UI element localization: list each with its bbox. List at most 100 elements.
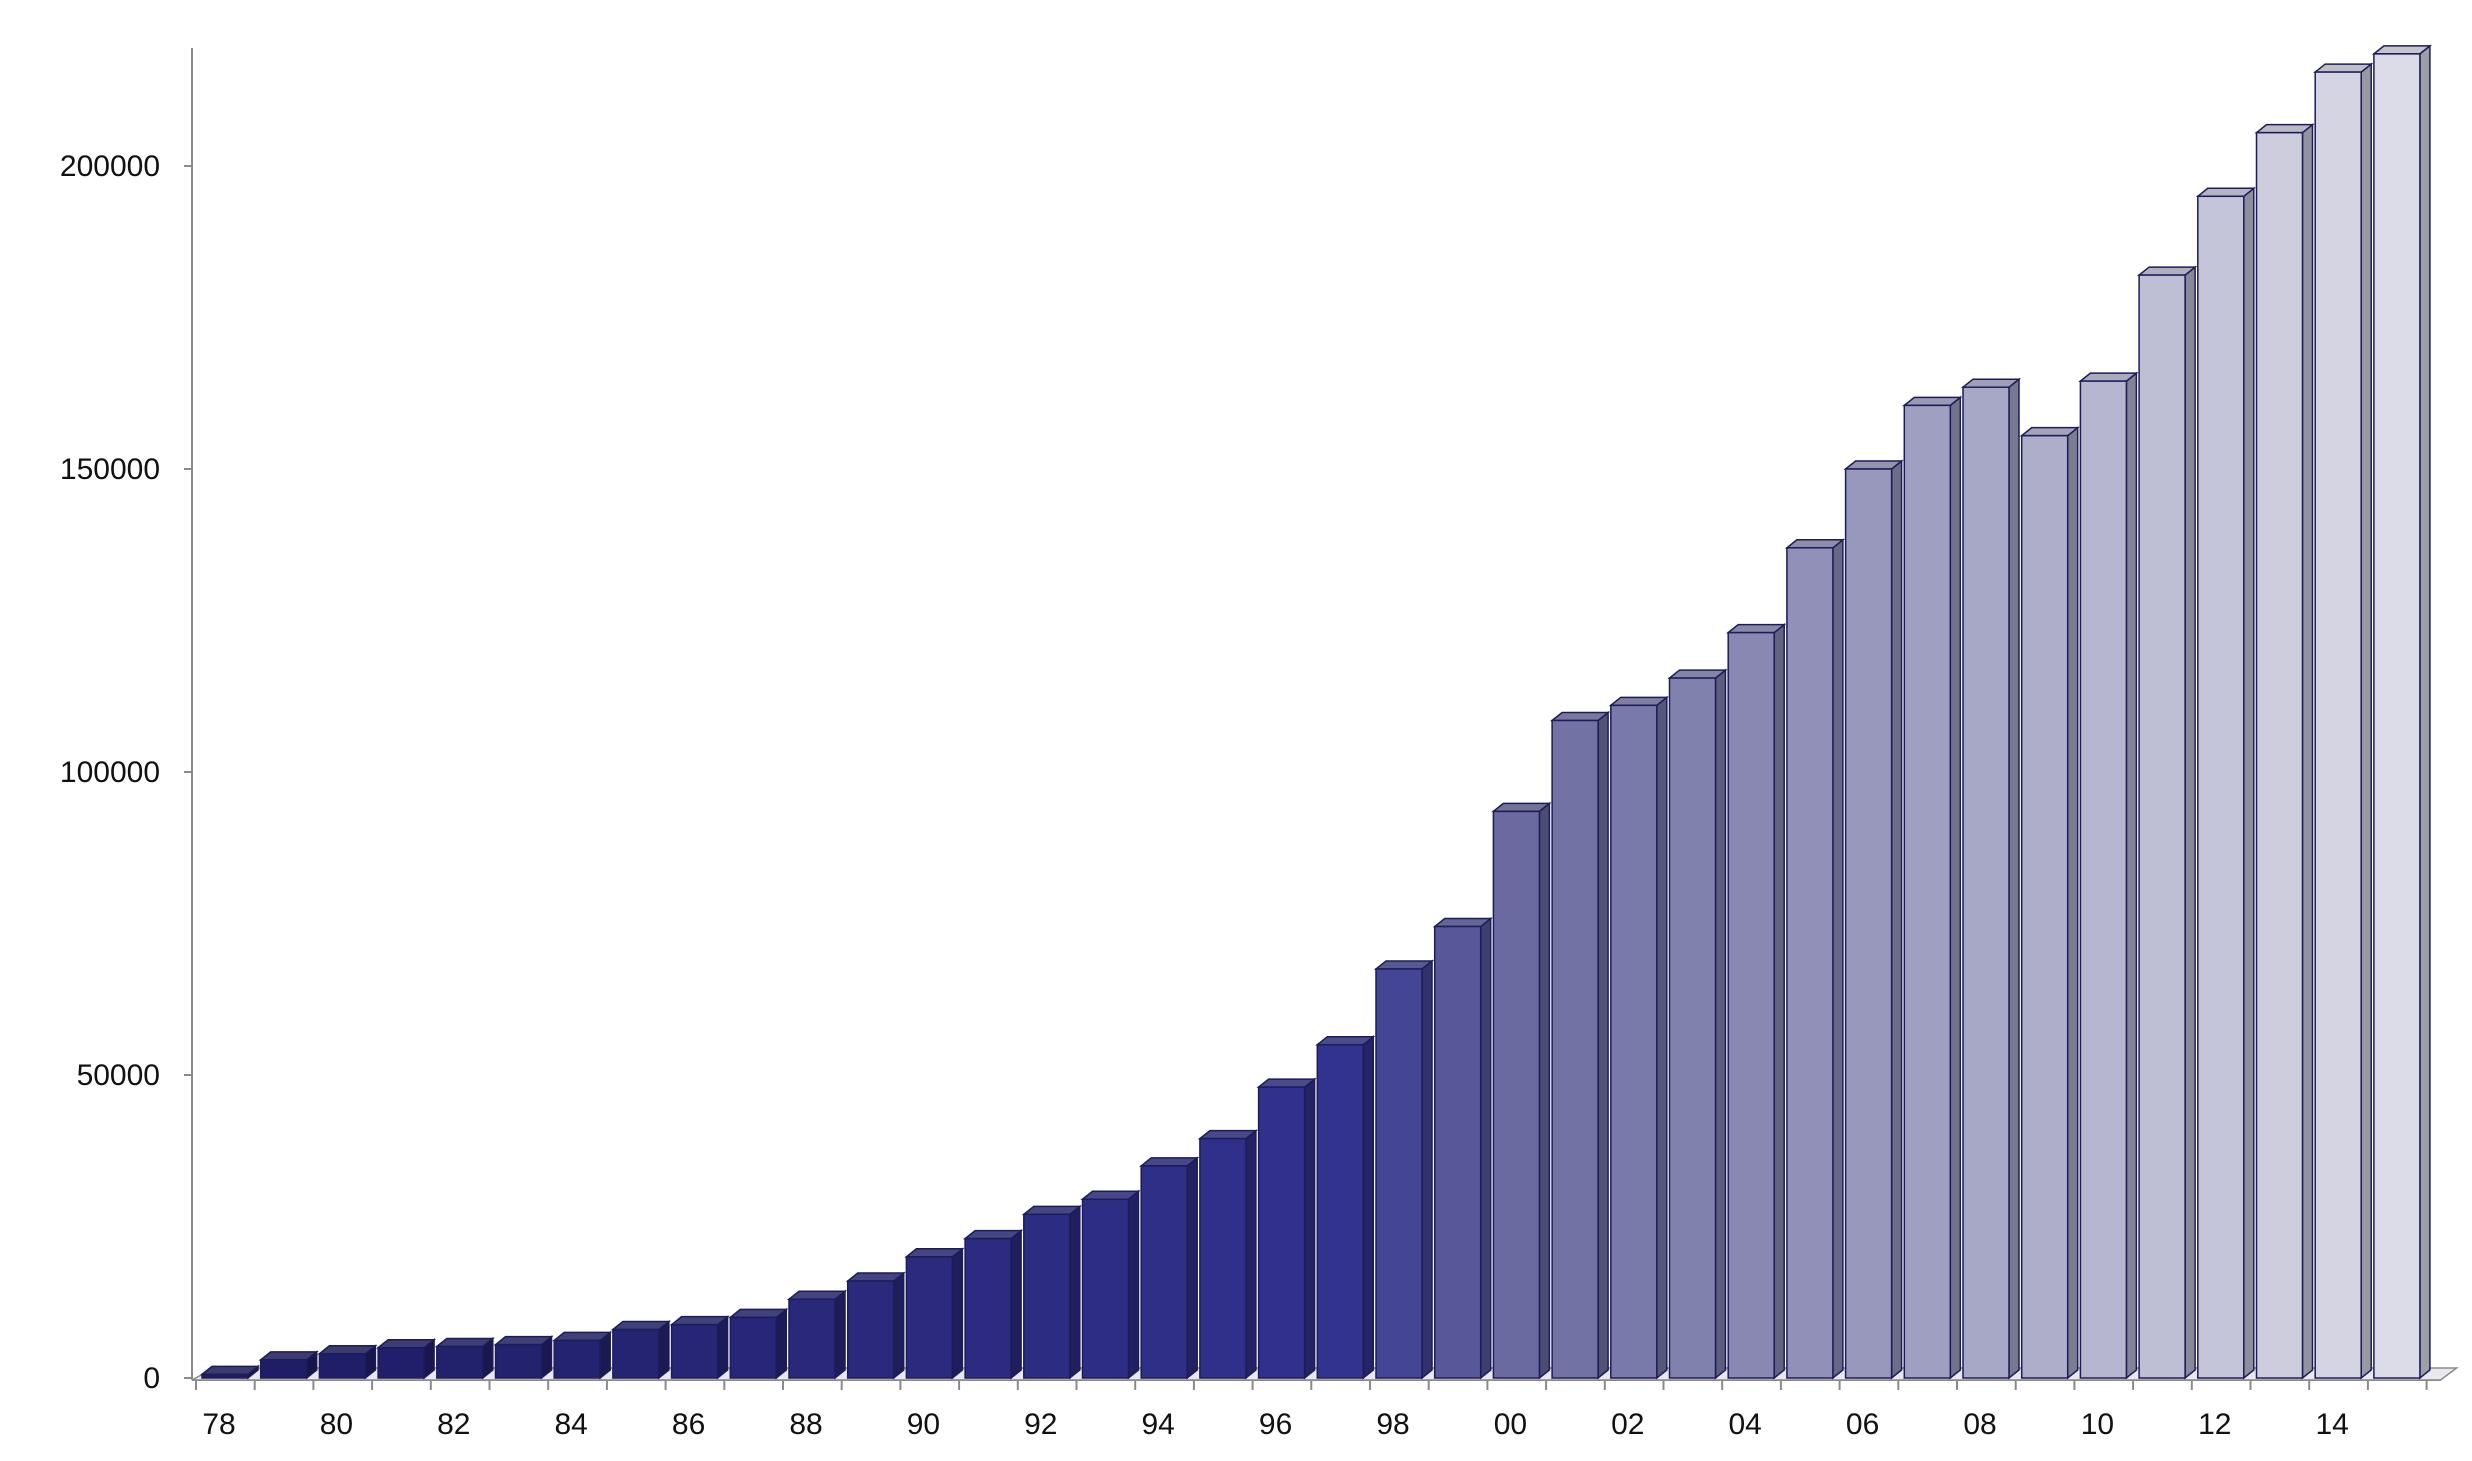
bar bbox=[1846, 461, 1902, 1378]
bar-top-face bbox=[2139, 267, 2195, 275]
bar-front-face bbox=[378, 1348, 424, 1378]
bar-front-face bbox=[1670, 678, 1716, 1378]
bar bbox=[2198, 188, 2254, 1378]
bar bbox=[2315, 64, 2371, 1378]
y-tick-label: 200000 bbox=[60, 150, 160, 183]
bar-front-face bbox=[1552, 720, 1598, 1378]
bar-side-face bbox=[2068, 428, 2078, 1378]
x-tick-label: 96 bbox=[1259, 1408, 1292, 1441]
bar-side-face bbox=[2244, 188, 2254, 1378]
x-tick-label: 06 bbox=[1846, 1408, 1879, 1441]
bar-top-face bbox=[1904, 397, 1960, 405]
bar-front-face bbox=[1963, 387, 2009, 1378]
bar-top-face bbox=[378, 1340, 434, 1348]
bar-top-face bbox=[1259, 1079, 1315, 1087]
x-tick-label: 12 bbox=[2198, 1408, 2231, 1441]
bar bbox=[2257, 125, 2313, 1378]
bar-top-face bbox=[2315, 64, 2371, 72]
bars bbox=[202, 46, 2430, 1378]
bar bbox=[1904, 397, 1960, 1378]
bar bbox=[1728, 625, 1784, 1378]
bar-top-face bbox=[202, 1366, 258, 1374]
bar-front-face bbox=[1141, 1166, 1187, 1378]
bar-top-face bbox=[2022, 428, 2078, 436]
bar-top-face bbox=[1846, 461, 1902, 469]
bar bbox=[378, 1340, 434, 1378]
bar bbox=[1024, 1206, 1080, 1378]
bar-top-face bbox=[613, 1322, 669, 1330]
bar-front-face bbox=[437, 1346, 483, 1378]
bar-top-face bbox=[848, 1273, 904, 1281]
bar-front-face bbox=[1904, 405, 1950, 1378]
bar-top-face bbox=[2198, 188, 2254, 196]
bar bbox=[261, 1352, 317, 1378]
bar-top-face bbox=[1200, 1131, 1256, 1139]
bar-side-face bbox=[776, 1309, 786, 1378]
bar-top-face bbox=[496, 1337, 552, 1345]
bar-top-face bbox=[1493, 803, 1549, 811]
bar-top-face bbox=[2374, 46, 2430, 54]
bar-front-face bbox=[2139, 275, 2185, 1378]
bar-front-face bbox=[789, 1299, 835, 1378]
bar bbox=[1317, 1037, 1373, 1378]
x-tick-label: 86 bbox=[672, 1408, 705, 1441]
bar-front-face bbox=[496, 1345, 542, 1378]
x-tick-label: 88 bbox=[789, 1408, 822, 1441]
x-tick-label: 92 bbox=[1024, 1408, 1057, 1441]
bar-top-face bbox=[554, 1332, 610, 1340]
bar-side-face bbox=[1598, 712, 1608, 1378]
bar-side-face bbox=[1657, 697, 1667, 1378]
bar-side-face bbox=[1011, 1231, 1021, 1378]
bar-top-face bbox=[1317, 1037, 1373, 1045]
bar bbox=[1141, 1158, 1197, 1378]
bar-side-face bbox=[1129, 1191, 1139, 1378]
bar-top-face bbox=[1376, 961, 1432, 969]
bar-front-face bbox=[1024, 1214, 1070, 1378]
bar-front-face bbox=[1317, 1045, 1363, 1378]
bar-side-face bbox=[718, 1317, 728, 1378]
bar bbox=[1670, 670, 1726, 1378]
bar-front-face bbox=[906, 1257, 952, 1378]
bar-top-face bbox=[1435, 919, 1491, 927]
x-tick-label: 84 bbox=[555, 1408, 588, 1441]
bar-front-face bbox=[1787, 548, 1833, 1378]
bar-side-face bbox=[659, 1322, 669, 1378]
x-tick-label: 80 bbox=[320, 1408, 353, 1441]
bar-top-face bbox=[1728, 625, 1784, 633]
bar-side-face bbox=[2126, 373, 2136, 1378]
bar bbox=[1083, 1191, 1139, 1378]
y-tick-label: 100000 bbox=[60, 756, 160, 789]
bar bbox=[1787, 540, 1843, 1378]
bar-front-face bbox=[1846, 469, 1892, 1378]
bar-side-face bbox=[1539, 803, 1549, 1378]
bar-side-face bbox=[1950, 397, 1960, 1378]
bar-side-face bbox=[1187, 1158, 1197, 1378]
x-tick-label: 14 bbox=[2316, 1408, 2349, 1441]
bar-side-face bbox=[1305, 1079, 1315, 1378]
bar bbox=[848, 1273, 904, 1378]
bar-front-face bbox=[261, 1360, 307, 1378]
bar bbox=[789, 1291, 845, 1378]
bar-top-face bbox=[1141, 1158, 1197, 1166]
bar bbox=[672, 1317, 728, 1378]
bar-front-face bbox=[1493, 811, 1539, 1378]
bar bbox=[1611, 697, 1667, 1378]
bar bbox=[1552, 712, 1608, 1378]
bar-top-face bbox=[1611, 697, 1667, 705]
bar bbox=[730, 1309, 786, 1378]
x-tick-label: 94 bbox=[1142, 1408, 1175, 1441]
bar-front-face bbox=[1611, 705, 1657, 1378]
x-tick-label: 00 bbox=[1494, 1408, 1527, 1441]
bar-side-face bbox=[1892, 461, 1902, 1378]
bar-front-face bbox=[848, 1281, 894, 1378]
bar-top-face bbox=[789, 1291, 845, 1299]
bar-front-face bbox=[554, 1340, 600, 1378]
bar-front-face bbox=[1435, 927, 1481, 1378]
bar bbox=[1435, 919, 1491, 1378]
bar-front-face bbox=[319, 1354, 365, 1378]
bar-side-face bbox=[1363, 1037, 1373, 1378]
bar bbox=[1376, 961, 1432, 1378]
bar bbox=[906, 1249, 962, 1378]
bar-top-face bbox=[906, 1249, 962, 1257]
